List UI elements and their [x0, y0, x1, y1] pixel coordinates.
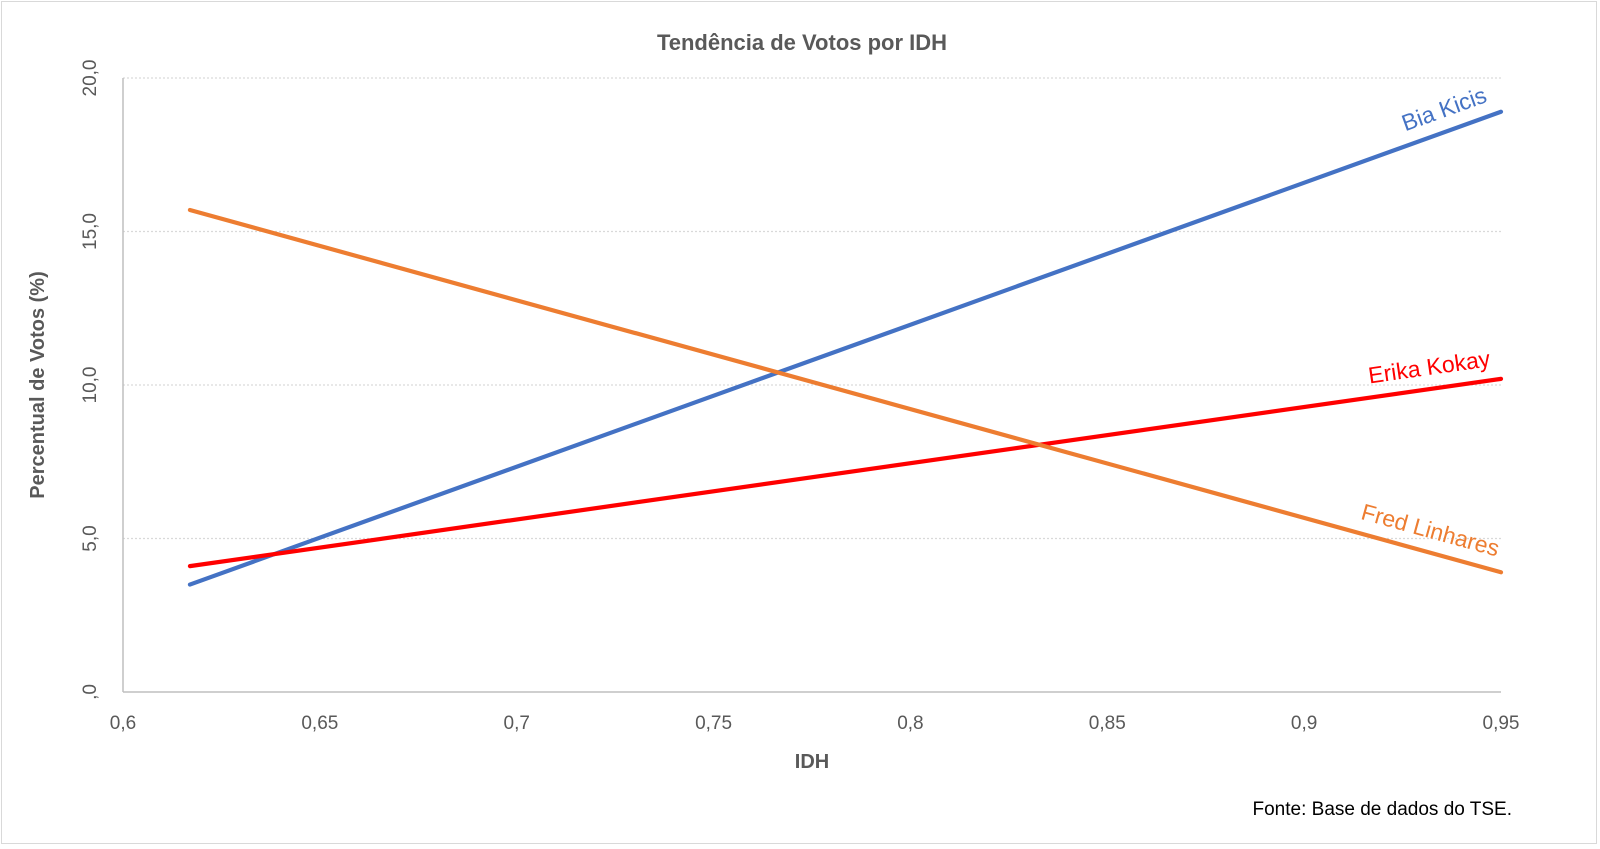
x-tick-label: 0,65 [301, 713, 338, 734]
x-tick-labels: 0,6 0,65 0,7 0,75 0,8 0,85 0,9 0,95 [110, 713, 1520, 734]
chart-title: Tendência de Votos por IDH [657, 30, 947, 55]
source-note: Fonte: Base de dados do TSE. [1253, 799, 1513, 820]
series-line-bia-kicis [187, 109, 1504, 587]
y-tick-label: ,0 [80, 684, 101, 700]
y-axis-title: Percentual de Votos (%) [27, 271, 49, 498]
x-tick-label: 0,8 [897, 713, 923, 734]
x-tick-label: 0,7 [504, 713, 530, 734]
series-line-fred-linhares [187, 207, 1504, 575]
gridlines [123, 77, 1501, 540]
y-tick-label: 20,0 [80, 60, 101, 97]
y-tick-label: 5,0 [80, 525, 101, 551]
x-tick-label: 0,95 [1483, 713, 1520, 734]
axes [122, 78, 1501, 693]
series-line-erika-kokay [187, 376, 1504, 569]
y-tick-label: 15,0 [80, 213, 101, 250]
x-tick-label: 0,6 [110, 713, 136, 734]
x-tick-label: 0,75 [695, 713, 732, 734]
x-tick-label: 0,85 [1089, 713, 1126, 734]
series-lines [187, 109, 1504, 587]
series-label-bia-kicis: Bia Kicis [1398, 82, 1490, 136]
y-tick-label: 10,0 [80, 367, 101, 404]
y-tick-labels: ,0 5,0 10,0 15,0 20,0 [80, 60, 101, 700]
x-tick-label: 0,9 [1291, 713, 1317, 734]
x-axis-title: IDH [795, 751, 829, 773]
